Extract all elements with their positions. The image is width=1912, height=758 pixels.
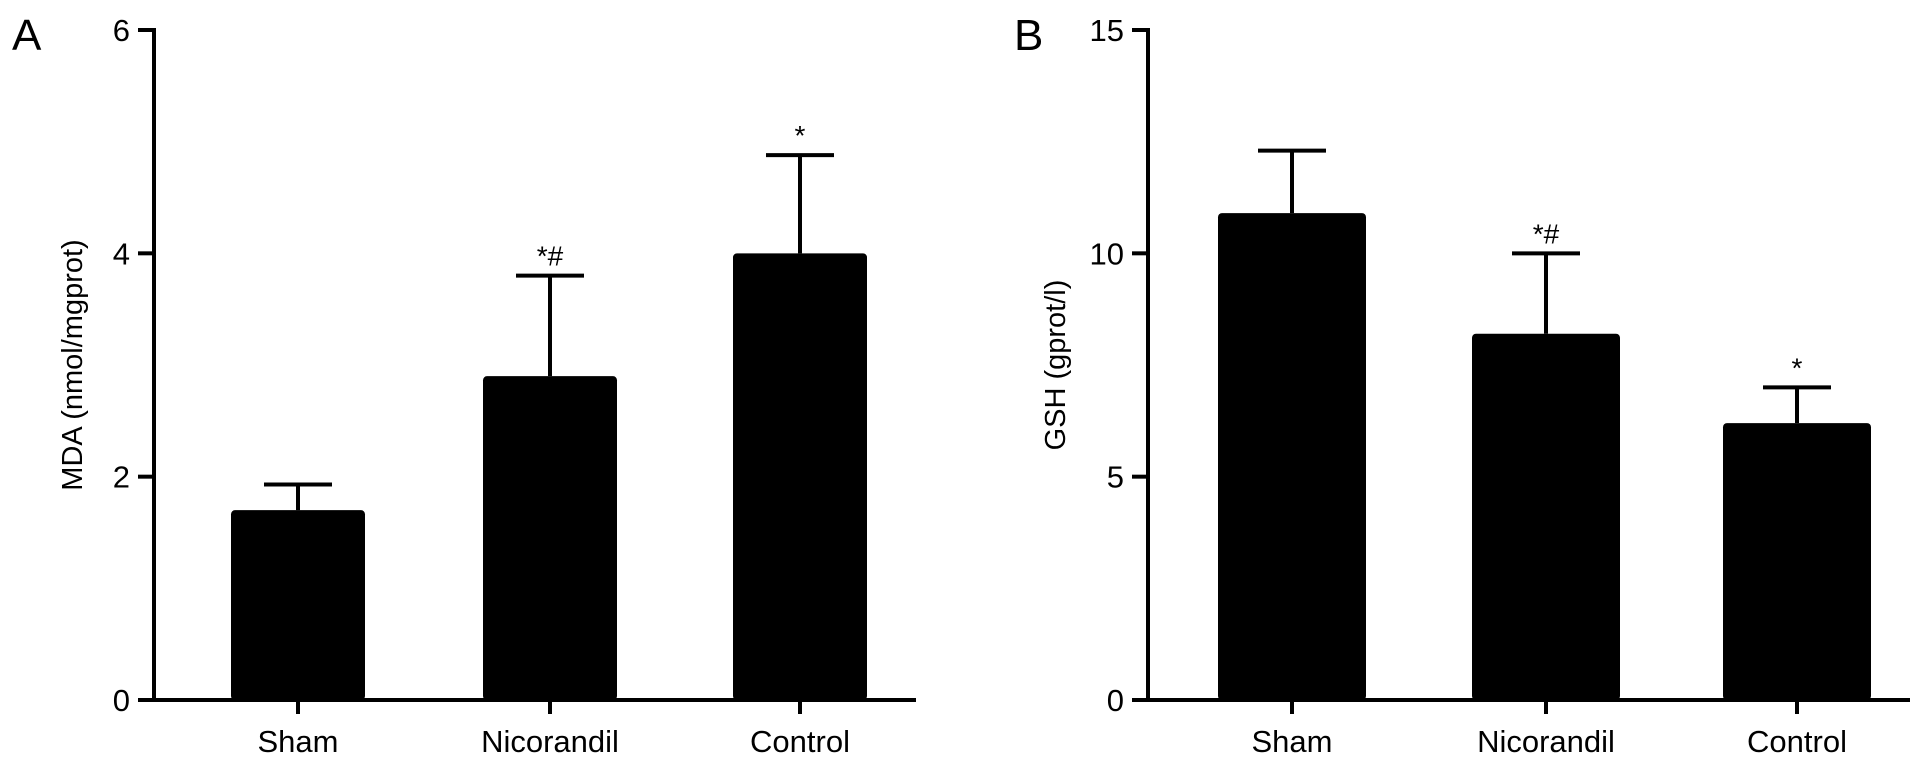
bar	[1218, 213, 1366, 700]
significance-marker: *	[795, 120, 806, 151]
significance-marker: *#	[1533, 218, 1560, 249]
chart-panel-a: A MDA (nmol/mgprot) Sham *# Nicorandil * Contr…	[12, 11, 916, 758]
bar	[1472, 333, 1620, 700]
chart-panel-b: B GSH (gprot/l) Sham *# Nicorandil * Control 0 5…	[1014, 11, 1910, 758]
x-tick-label: Sham	[1252, 724, 1333, 758]
y-axis-title: GSH (gprot/l)	[1040, 280, 1072, 451]
bar	[733, 253, 867, 701]
x-tick-label: Sham	[258, 724, 339, 758]
panel-letter: A	[12, 11, 42, 60]
x-tick-label: Control	[750, 724, 850, 758]
y-tick-label: 10	[1090, 236, 1124, 271]
panel-letter: B	[1014, 11, 1043, 60]
y-tick-label: 4	[113, 236, 130, 271]
y-tick-label: 6	[113, 13, 130, 48]
y-tick-label: 2	[113, 460, 130, 495]
y-axis-title: MDA (nmol/mgprot)	[57, 239, 89, 490]
x-tick-label: Nicorandil	[1477, 724, 1615, 758]
y-tick-label: 0	[113, 683, 130, 718]
bar	[1723, 423, 1871, 700]
bar	[231, 510, 365, 700]
significance-marker: *#	[537, 241, 564, 272]
x-tick-label: Nicorandil	[481, 724, 619, 758]
significance-marker: *	[1792, 352, 1803, 383]
y-tick-label: 0	[1107, 683, 1124, 718]
y-tick-label: 15	[1090, 13, 1124, 48]
y-tick-label: 5	[1107, 460, 1124, 495]
x-tick-label: Control	[1747, 724, 1847, 758]
bar	[483, 376, 617, 700]
